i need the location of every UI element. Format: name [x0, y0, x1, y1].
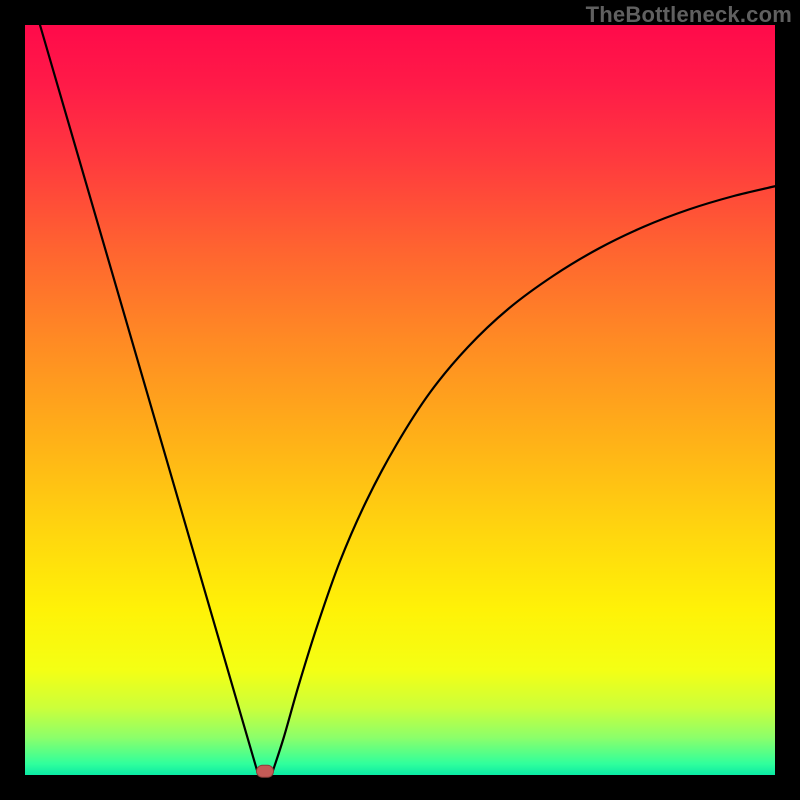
- bottleneck-chart-svg: [0, 0, 800, 800]
- plot-background: [25, 25, 775, 775]
- minimum-marker: [257, 765, 274, 777]
- chart-canvas: TheBottleneck.com: [0, 0, 800, 800]
- watermark-text: TheBottleneck.com: [586, 2, 792, 28]
